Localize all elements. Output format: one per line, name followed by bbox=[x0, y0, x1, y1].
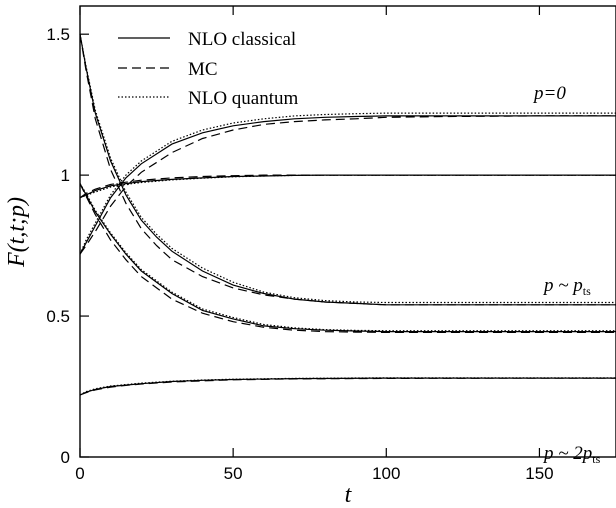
legend-label-mc: MC bbox=[188, 59, 218, 80]
legend-label-nlo-classical: NLO classical bbox=[188, 29, 296, 50]
curve-label-p-2ts-main: p ~ 2p bbox=[542, 443, 592, 464]
curve-label-p-ts-main: p ~ p bbox=[542, 275, 583, 296]
series-nlo-classical-curve-2 bbox=[79, 174, 616, 199]
x-tick-label: 150 bbox=[525, 464, 553, 483]
curves-layer bbox=[79, 34, 616, 396]
series-nlo-quantum-curve-5 bbox=[79, 377, 616, 396]
series-nlo-classical-curve-3 bbox=[79, 34, 616, 306]
x-tick-label: 0 bbox=[75, 464, 84, 483]
legend-label-nlo-quantum: NLO quantum bbox=[188, 88, 299, 109]
series-mc-curve-4 bbox=[79, 183, 616, 333]
legend: NLO classical MC NLO quantum bbox=[118, 29, 299, 109]
series-nlo-quantum-curve-3 bbox=[79, 34, 616, 304]
series-mc-curve-3 bbox=[79, 34, 616, 306]
y-axis-label: F(t,t;p) bbox=[4, 197, 30, 268]
y-tick-label: 1.5 bbox=[46, 25, 70, 44]
curve-label-p-2ts: p ~ 2pts bbox=[542, 443, 601, 466]
series-nlo-classical-curve-4 bbox=[79, 183, 616, 333]
series-nlo-classical-curve-5 bbox=[79, 377, 616, 396]
series-nlo-classical-curve-1 bbox=[79, 115, 616, 255]
curve-label-p-ts-subscript: ts bbox=[583, 284, 591, 298]
plot-frame bbox=[79, 5, 616, 458]
series-mc-curve-1 bbox=[79, 115, 616, 255]
ticks-layer: 0 50 100 150 0 0.5 1 1.5 bbox=[46, 6, 554, 483]
x-tick-label: 50 bbox=[224, 464, 243, 483]
series-mc-curve-5 bbox=[79, 377, 616, 396]
curve-label-p-ts: p ~ pts bbox=[542, 275, 591, 298]
curve-label-p0: p=0 bbox=[532, 83, 566, 104]
y-tick-label: 0 bbox=[61, 448, 70, 467]
series-nlo-quantum-curve-2 bbox=[79, 174, 616, 199]
y-tick-label: 1 bbox=[61, 166, 70, 185]
x-axis-label: t bbox=[345, 482, 353, 508]
curve-label-p-2ts-subscript: ts bbox=[592, 452, 600, 466]
series-mc-curve-2 bbox=[79, 174, 616, 199]
series-nlo-quantum-curve-4 bbox=[79, 183, 616, 332]
series-nlo-quantum-curve-1 bbox=[79, 112, 616, 255]
x-tick-label: 100 bbox=[372, 464, 400, 483]
y-tick-label: 0.5 bbox=[46, 307, 70, 326]
